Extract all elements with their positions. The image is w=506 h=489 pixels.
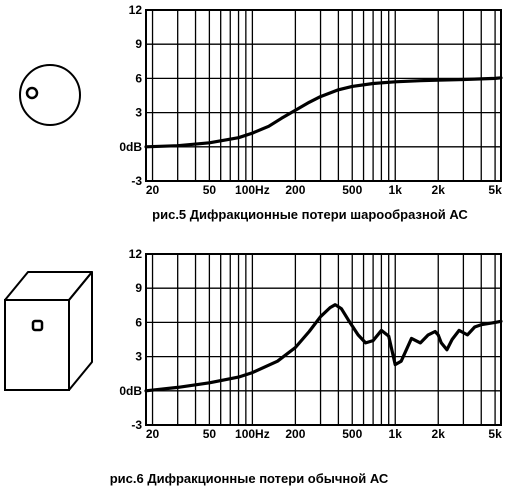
x-tick-label: 200 bbox=[285, 427, 305, 441]
caption-fig6: рис.6 Дифракционные потери обычной АС bbox=[110, 471, 389, 486]
x-tick-label: 20 bbox=[146, 183, 160, 197]
x-tick-label: 50 bbox=[203, 427, 217, 441]
box-driver bbox=[31, 319, 44, 332]
y-tick-label: 3 bbox=[135, 350, 142, 364]
x-tick-label: 100Hz bbox=[235, 427, 270, 441]
x-tick-label: 2k bbox=[432, 427, 446, 441]
x-tick-label: 20 bbox=[146, 427, 160, 441]
x-tick-label: 5k bbox=[488, 427, 502, 441]
sphere-outline bbox=[19, 64, 81, 126]
y-tick-label: 0dB bbox=[119, 384, 142, 398]
y-tick-label: -3 bbox=[131, 174, 142, 188]
x-tick-label: 2k bbox=[432, 183, 446, 197]
box-front-face bbox=[4, 299, 70, 391]
chart-box-diffraction: 12 9 6 3 0dB -3 20 50 100Hz 200 500 1k 2k 5k bbox=[119, 247, 503, 441]
x-tick-label: 200 bbox=[285, 183, 305, 197]
y-tick-label: 12 bbox=[129, 247, 143, 261]
plot-frame bbox=[145, 9, 502, 182]
x-tick-label: 100Hz bbox=[235, 183, 270, 197]
box-side-face bbox=[68, 271, 93, 391]
spherical-speaker-drawing bbox=[19, 64, 81, 126]
x-tick-label: 1k bbox=[389, 183, 403, 197]
x-tick-label: 1k bbox=[389, 427, 403, 441]
y-tick-label: 9 bbox=[135, 37, 142, 51]
x-tick-label: 500 bbox=[342, 183, 362, 197]
x-tick-label: 500 bbox=[342, 427, 362, 441]
box-top-face bbox=[4, 271, 93, 301]
x-tick-label: 50 bbox=[203, 183, 217, 197]
y-tick-label: 6 bbox=[135, 315, 142, 329]
y-tick-label: 0dB bbox=[119, 140, 142, 154]
y-tick-label: 6 bbox=[135, 71, 142, 85]
x-tick-label: 5k bbox=[488, 183, 502, 197]
chart-spherical-diffraction: 12 9 6 3 0dB -3 20 50 100Hz 200 500 1k 2k 5k bbox=[119, 3, 503, 197]
series-line bbox=[144, 76, 503, 149]
y-tick-label: 12 bbox=[129, 3, 143, 17]
y-tick-label: -3 bbox=[131, 418, 142, 432]
y-tick-label: 3 bbox=[135, 106, 142, 120]
box-speaker-drawing bbox=[4, 271, 93, 391]
caption-fig5: рис.5 Дифракционные потери шарообразной … bbox=[152, 207, 468, 222]
series-line bbox=[144, 303, 503, 393]
sphere-driver bbox=[25, 86, 39, 100]
y-tick-label: 9 bbox=[135, 281, 142, 295]
plot-frame bbox=[145, 253, 502, 426]
